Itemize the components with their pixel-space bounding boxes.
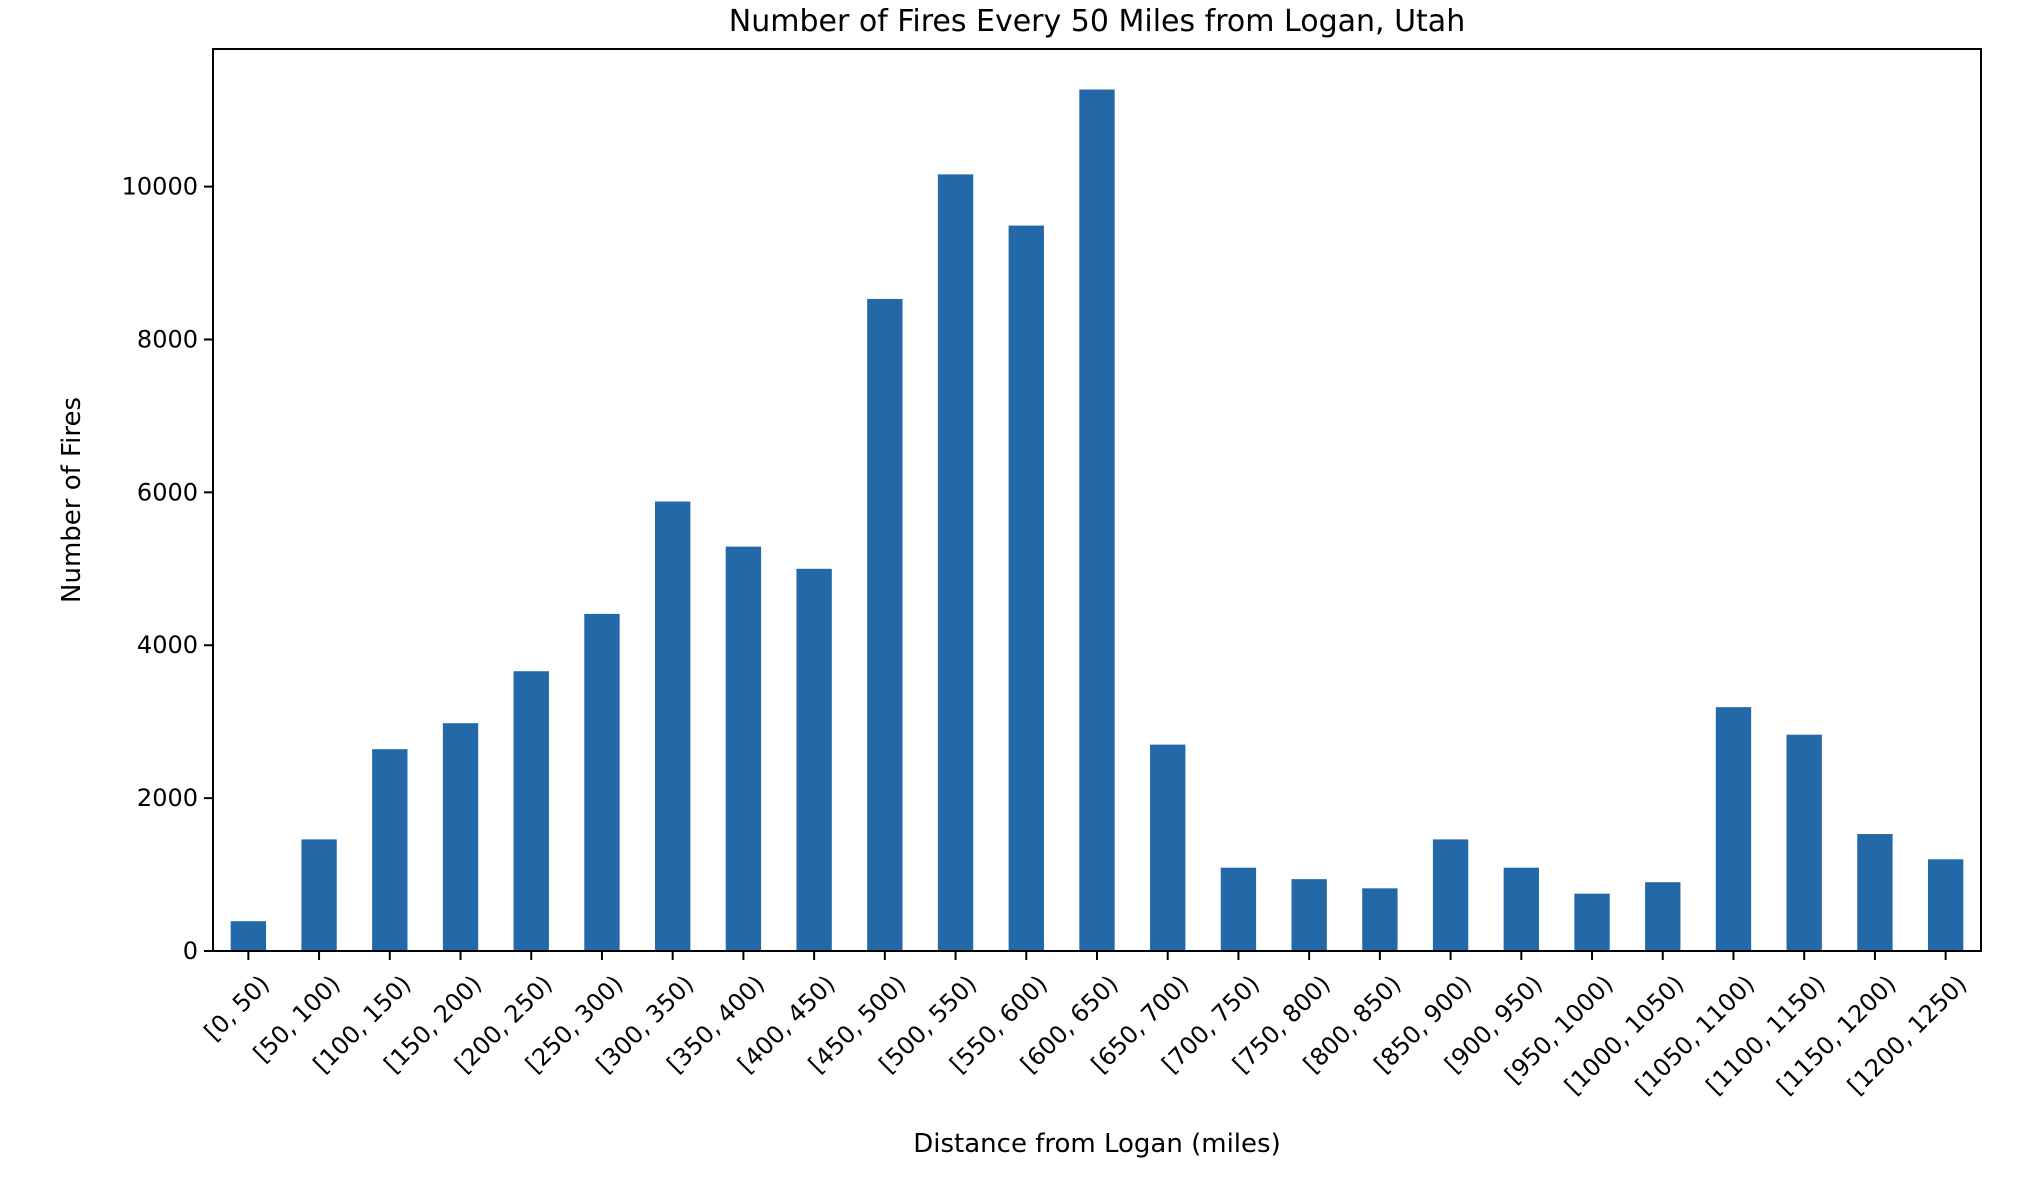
y-tick-label: 4000 [137, 631, 198, 659]
bar [1574, 893, 1610, 951]
y-tick-label: 10000 [122, 173, 198, 201]
bar [1927, 859, 1964, 951]
bar [796, 568, 832, 951]
bar [1008, 225, 1044, 951]
bar [442, 723, 479, 951]
plot-frame [212, 48, 1982, 952]
bar [1503, 867, 1539, 951]
bar [1645, 882, 1681, 951]
y-tick-label: 2000 [137, 784, 198, 812]
bar [513, 671, 549, 951]
bar-series [230, 89, 1964, 952]
bar [584, 613, 620, 951]
bar [655, 501, 691, 951]
bar [230, 921, 267, 951]
y-axis-label: Number of Fires [57, 397, 87, 603]
bar [1715, 707, 1752, 951]
bar [1220, 867, 1257, 951]
bar [1079, 89, 1115, 952]
chart-title: Number of Fires Every 50 Miles from Loga… [729, 4, 1465, 39]
y-tick-label: 6000 [137, 478, 198, 506]
bar [1432, 839, 1469, 951]
bar [1291, 879, 1327, 951]
y-axis-ticks: 0 2000 4000 6000 8000 10000 [122, 173, 213, 965]
bar [1150, 744, 1186, 951]
bar [725, 546, 762, 951]
x-axis-ticks: [0, 50)[50, 100)[100, 150)[150, 200)[200… [199, 951, 1972, 1100]
y-tick-label: 8000 [137, 325, 198, 353]
bar [1362, 888, 1398, 951]
bar [372, 749, 408, 951]
bar [301, 839, 337, 951]
bar [867, 298, 903, 951]
bar [1786, 734, 1822, 951]
bar [1857, 834, 1893, 951]
y-tick-label: 0 [183, 937, 198, 965]
x-axis-label: Distance from Logan (miles) [913, 1129, 1280, 1159]
bar [937, 174, 974, 951]
